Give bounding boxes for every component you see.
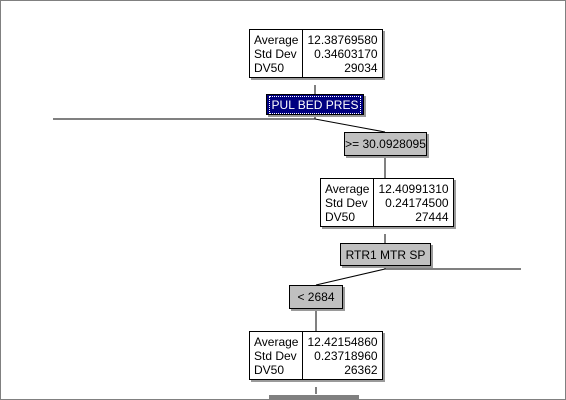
branch-condition[interactable]: >= 30.0928095	[344, 132, 427, 156]
stat-label: Average	[254, 335, 299, 349]
branch-condition[interactable]: < 2684	[289, 285, 343, 309]
split-label: RTR1 MTR SP	[345, 247, 426, 262]
stat-label: Average	[325, 182, 370, 196]
stat-value-average: 12.42154860	[307, 335, 378, 349]
tree-node-stats[interactable]: Average Std Dev DV50 12.38769580 0.34603…	[249, 29, 383, 78]
stat-value-std-dev: 0.24174500	[385, 196, 449, 210]
stats-labels: Average Std Dev DV50	[250, 332, 304, 379]
stat-value-std-dev: 0.23718960	[314, 349, 378, 363]
stats-values: 12.40991310 0.24174500 27444	[374, 179, 452, 226]
tree-node-stats[interactable]: Average Std Dev DV50 12.42154860 0.23718…	[249, 331, 383, 380]
connector-line	[315, 268, 386, 286]
stat-label: DV50	[254, 363, 285, 377]
split-node-partial[interactable]	[269, 395, 359, 399]
condition-label: < 2684	[297, 290, 335, 304]
stat-value-dv50: 27444	[415, 210, 449, 224]
connector-line	[314, 118, 386, 133]
stat-label: Std Dev	[325, 196, 368, 210]
stat-label: DV50	[254, 61, 285, 75]
split-node[interactable]: RTR1 MTR SP	[340, 243, 431, 266]
stats-labels: Average Std Dev DV50	[321, 179, 375, 226]
stat-label: DV50	[325, 210, 356, 224]
condition-label: >= 30.0928095	[345, 137, 426, 151]
tree-node-stats[interactable]: Average Std Dev DV50 12.40991310 0.24174…	[320, 178, 454, 227]
split-node-selected[interactable]: PUL BED PRES	[266, 94, 364, 115]
stats-values: 12.38769580 0.34603170 29034	[303, 30, 381, 77]
stat-value-average: 12.40991310	[378, 182, 449, 196]
stat-value-std-dev: 0.34603170	[314, 47, 378, 61]
split-label: PUL BED PRES	[268, 95, 362, 114]
stat-value-dv50: 29034	[344, 61, 378, 75]
stat-label: Std Dev	[254, 47, 297, 61]
stats-labels: Average Std Dev DV50	[250, 30, 304, 77]
stat-value-dv50: 26362	[344, 363, 378, 377]
stats-values: 12.42154860 0.23718960 26362	[303, 332, 381, 379]
stat-label: Std Dev	[254, 349, 297, 363]
stat-value-average: 12.38769580	[307, 33, 378, 47]
stat-label: Average	[254, 33, 299, 47]
